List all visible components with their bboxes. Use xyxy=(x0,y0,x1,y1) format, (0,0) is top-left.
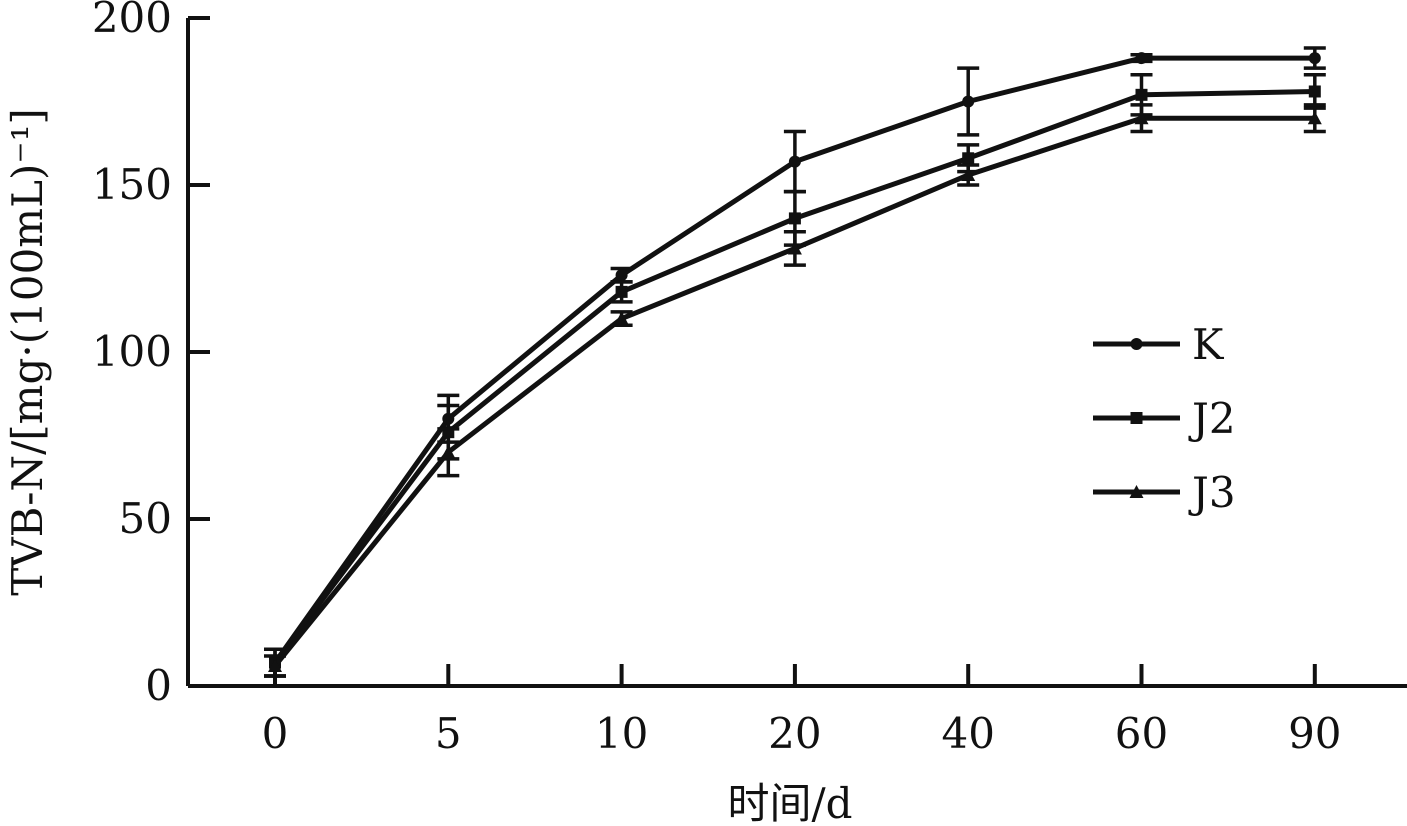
data-point-k-5 xyxy=(1135,52,1148,65)
series-k xyxy=(264,46,1326,678)
data-point-k-6 xyxy=(1308,52,1321,65)
x-tick-label-60: 60 xyxy=(1115,709,1168,758)
legend-label-j2: J2 xyxy=(1188,394,1236,443)
y-tick-label-0: 0 xyxy=(145,661,172,710)
legend-label-k: K xyxy=(1192,320,1225,369)
y-tick-label-150: 150 xyxy=(92,160,172,209)
data-point-k-4 xyxy=(962,95,975,108)
y-tick-label-50: 50 xyxy=(119,494,172,543)
y-tick-label-200: 200 xyxy=(92,0,172,42)
x-tick-label-90: 90 xyxy=(1288,709,1341,758)
data-point-j2-3 xyxy=(788,212,801,225)
series-j3 xyxy=(264,103,1326,678)
data-point-j2-4 xyxy=(962,152,975,165)
data-point-j3-4 xyxy=(961,167,976,181)
data-point-j3-6 xyxy=(1307,111,1322,125)
data-point-j3-3 xyxy=(787,241,802,255)
data-point-j2-5 xyxy=(1135,88,1148,101)
data-point-j3-1 xyxy=(441,445,456,459)
data-point-k-2 xyxy=(615,269,628,282)
legend-marker-j2 xyxy=(1130,412,1143,424)
legend-label-j3: J3 xyxy=(1188,468,1236,517)
data-point-j3-5 xyxy=(1134,111,1149,125)
y-tick-label-100: 100 xyxy=(92,327,172,376)
x-tick-label-5: 5 xyxy=(435,709,462,758)
data-point-j3-0 xyxy=(268,658,282,672)
y-axis-title: TVB-N/[mg·(100mL)⁻¹] xyxy=(3,108,52,596)
x-tick-label-20: 20 xyxy=(768,709,821,758)
data-point-k-3 xyxy=(788,155,801,168)
data-point-j3-2 xyxy=(614,311,629,325)
data-point-j2-2 xyxy=(615,285,628,298)
data-point-j2-6 xyxy=(1308,85,1321,98)
x-tick-label-10: 10 xyxy=(595,709,648,758)
legend-marker-k xyxy=(1130,338,1143,350)
x-tick-label-40: 40 xyxy=(941,709,994,758)
x-axis-title: 时间/d xyxy=(727,779,852,826)
legend-marker-j3 xyxy=(1129,485,1144,498)
x-tick-label-0: 0 xyxy=(262,709,289,758)
